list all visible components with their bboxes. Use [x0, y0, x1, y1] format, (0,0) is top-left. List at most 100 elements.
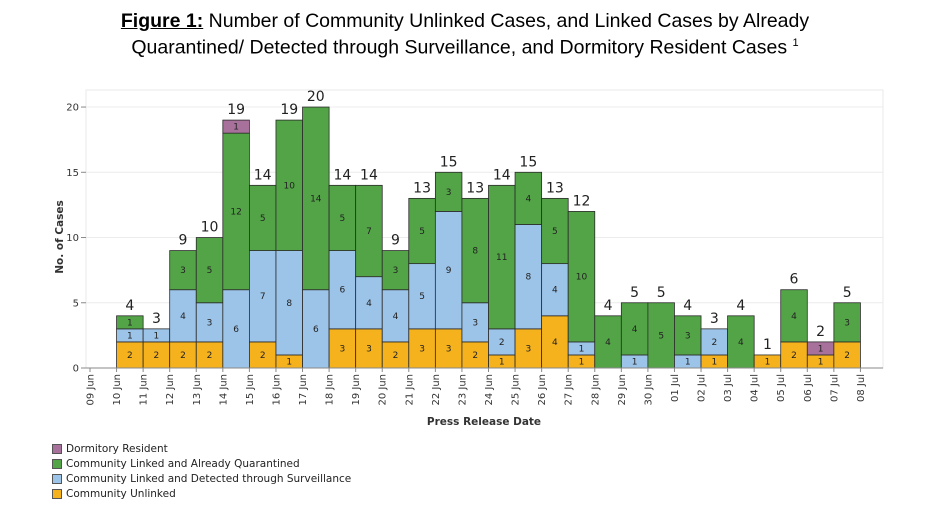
total-label: 4 [125, 298, 134, 314]
bar-segment [116, 341, 144, 369]
segment-label: 1 [127, 318, 133, 328]
segment-label: 3 [844, 318, 850, 328]
x-tick-label: 18 Jun [325, 374, 336, 406]
x-tick-label: 23 Jun [457, 374, 468, 406]
bar-segment [116, 315, 144, 330]
total-label: 14 [493, 167, 511, 183]
segment-label: 3 [472, 318, 478, 328]
bar-segment [780, 289, 808, 343]
bar-segment [222, 132, 250, 291]
x-tick-label: 25 Jun [511, 374, 522, 406]
segment-label: 5 [260, 214, 266, 224]
bar-segment [700, 328, 728, 356]
segment-label: 9 [446, 266, 452, 276]
segment-label: 5 [658, 331, 664, 341]
x-tick-label: 27 Jun [564, 374, 575, 406]
total-label: 4 [604, 298, 613, 314]
segment-label: 1 [818, 357, 824, 367]
x-tick-label: 21 Jun [404, 374, 415, 406]
segment-label: 4 [605, 338, 611, 348]
x-tick-label: 07 Jul [829, 374, 840, 402]
x-tick-label: 22 Jun [431, 374, 442, 406]
chart-title: Figure 1: Number of Community Unlinked C… [0, 10, 930, 59]
legend: Dormitory Resident Community Linked and A… [52, 441, 351, 501]
segment-label: 1 [579, 344, 585, 354]
bar-segment [461, 197, 489, 304]
segment-label: 2 [791, 351, 797, 361]
x-tick-label: 12 Jun [165, 374, 176, 406]
total-label: 5 [630, 285, 639, 301]
bar-segment [434, 211, 463, 330]
x-tick-label: 26 Jun [537, 374, 548, 406]
x-tick-label: 29 Jun [617, 374, 628, 406]
total-label: 13 [466, 180, 484, 196]
title-line-1: Number of Community Unlinked Cases, and … [203, 10, 810, 32]
segment-label: 3 [366, 344, 372, 354]
total-label: 6 [790, 272, 799, 288]
legend-entry: Community Linked and Detected through Su… [52, 471, 351, 486]
bar-segment [620, 302, 649, 356]
total-label: 4 [683, 298, 692, 314]
bar-segment [647, 302, 675, 369]
segment-label: 1 [711, 357, 717, 367]
segment-label: 12 [230, 207, 241, 217]
x-tick-label: 11 Jun [139, 374, 150, 406]
x-tick-label: 10 Jun [112, 374, 123, 406]
segment-label: 3 [525, 344, 531, 354]
segment-label: 2 [499, 338, 505, 348]
segment-label: 1 [499, 357, 505, 367]
segment-label: 3 [419, 344, 425, 354]
segment-label: 1 [765, 357, 771, 367]
segment-label: 4 [552, 338, 558, 348]
segment-label: 7 [366, 227, 372, 237]
data-labels: 2114213243923510612119275141810196142036… [125, 89, 851, 367]
x-tick-label: 01 Jul [670, 374, 681, 402]
segment-label: 5 [207, 266, 213, 276]
figure-label: Figure 1: [120, 10, 204, 32]
segment-label: 8 [472, 247, 478, 257]
total-label: 9 [179, 233, 188, 249]
bar-segment [302, 106, 330, 291]
x-tick-label: 04 Jul [750, 374, 761, 402]
bar-segment [434, 328, 463, 369]
bar-segment [381, 289, 410, 343]
segment-label: 3 [685, 331, 691, 341]
segment-label: 6 [233, 325, 239, 335]
x-tick-label: 19 Jun [351, 374, 362, 406]
bar-segment [275, 250, 303, 356]
total-label: 14 [254, 167, 272, 183]
segment-label: 1 [685, 357, 691, 367]
bar-segment [328, 250, 357, 330]
legend-label: Dormitory Resident [66, 442, 168, 455]
segment-label: 4 [552, 286, 558, 296]
total-label: 13 [546, 180, 564, 196]
segment-label: 4 [393, 312, 399, 322]
x-tick-label: 09 Jun [86, 374, 97, 406]
bar-segment [328, 184, 357, 251]
x-tick-label: 16 Jun [271, 374, 282, 406]
segment-label: 3 [180, 266, 186, 276]
bar-segment [514, 171, 543, 225]
x-tick-label: 03 Jul [723, 374, 734, 402]
segment-label: 3 [340, 344, 346, 354]
total-label: 4 [736, 298, 745, 314]
bar-segment [355, 184, 383, 278]
bar-segment [833, 302, 861, 343]
total-label: 20 [307, 89, 325, 105]
x-tick-label: 14 Jun [218, 374, 229, 406]
segment-label: 8 [286, 299, 292, 309]
bar-segment [727, 315, 755, 369]
bar-segment [594, 315, 622, 369]
segment-label: 1 [233, 123, 239, 133]
segment-label: 2 [127, 351, 133, 361]
bar-segment [355, 328, 383, 369]
legend-swatch [52, 443, 62, 454]
bar-segment [488, 184, 516, 330]
segment-label: 1 [632, 357, 638, 367]
x-tick-label: 06 Jul [803, 374, 814, 402]
total-label: 1 [763, 337, 772, 353]
segment-label: 10 [284, 181, 296, 191]
segment-label: 1 [154, 331, 160, 341]
total-label: 19 [227, 102, 245, 118]
